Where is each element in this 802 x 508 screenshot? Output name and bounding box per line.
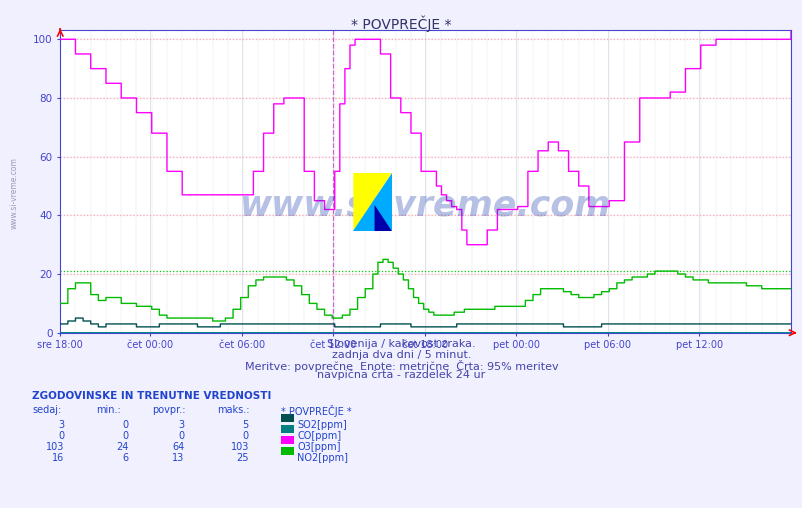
Text: Meritve: povprečne  Enote: metrične  Črta: 95% meritev: Meritve: povprečne Enote: metrične Črta:…	[245, 360, 557, 372]
Text: * POVPREČJE *: * POVPREČJE *	[281, 405, 351, 418]
Text: SO2[ppm]: SO2[ppm]	[297, 420, 346, 430]
Text: 3: 3	[178, 420, 184, 430]
Text: 0: 0	[242, 431, 249, 441]
Text: O3[ppm]: O3[ppm]	[297, 442, 340, 452]
Text: 0: 0	[122, 431, 128, 441]
Text: Slovenija / kakovost zraka.: Slovenija / kakovost zraka.	[326, 339, 476, 350]
Text: 103: 103	[230, 442, 249, 452]
Text: CO[ppm]: CO[ppm]	[297, 431, 341, 441]
Text: 0: 0	[122, 420, 128, 430]
Text: 0: 0	[58, 431, 64, 441]
Text: 103: 103	[46, 442, 64, 452]
Text: 13: 13	[172, 453, 184, 463]
Text: sedaj:: sedaj:	[32, 405, 61, 416]
Text: maks.:: maks.:	[217, 405, 249, 416]
Text: 16: 16	[52, 453, 64, 463]
Polygon shape	[353, 173, 391, 231]
Text: navpična črta - razdelek 24 ur: navpična črta - razdelek 24 ur	[317, 370, 485, 380]
Text: NO2[ppm]: NO2[ppm]	[297, 453, 348, 463]
Text: 0: 0	[178, 431, 184, 441]
Text: ZGODOVINSKE IN TRENUTNE VREDNOSTI: ZGODOVINSKE IN TRENUTNE VREDNOSTI	[32, 391, 271, 401]
Text: 24: 24	[116, 442, 128, 452]
Text: 3: 3	[58, 420, 64, 430]
Text: zadnja dva dni / 5 minut.: zadnja dva dni / 5 minut.	[331, 350, 471, 360]
Text: 25: 25	[236, 453, 249, 463]
Text: 5: 5	[242, 420, 249, 430]
Text: www.si-vreme.com: www.si-vreme.com	[10, 157, 18, 229]
Polygon shape	[374, 205, 391, 231]
Text: min.:: min.:	[96, 405, 121, 416]
Text: * POVPREČJE *: * POVPREČJE *	[350, 15, 452, 31]
Polygon shape	[353, 173, 391, 231]
Text: www.si-vreme.com: www.si-vreme.com	[240, 189, 610, 223]
Text: 64: 64	[172, 442, 184, 452]
Text: 6: 6	[122, 453, 128, 463]
Text: povpr.:: povpr.:	[152, 405, 186, 416]
